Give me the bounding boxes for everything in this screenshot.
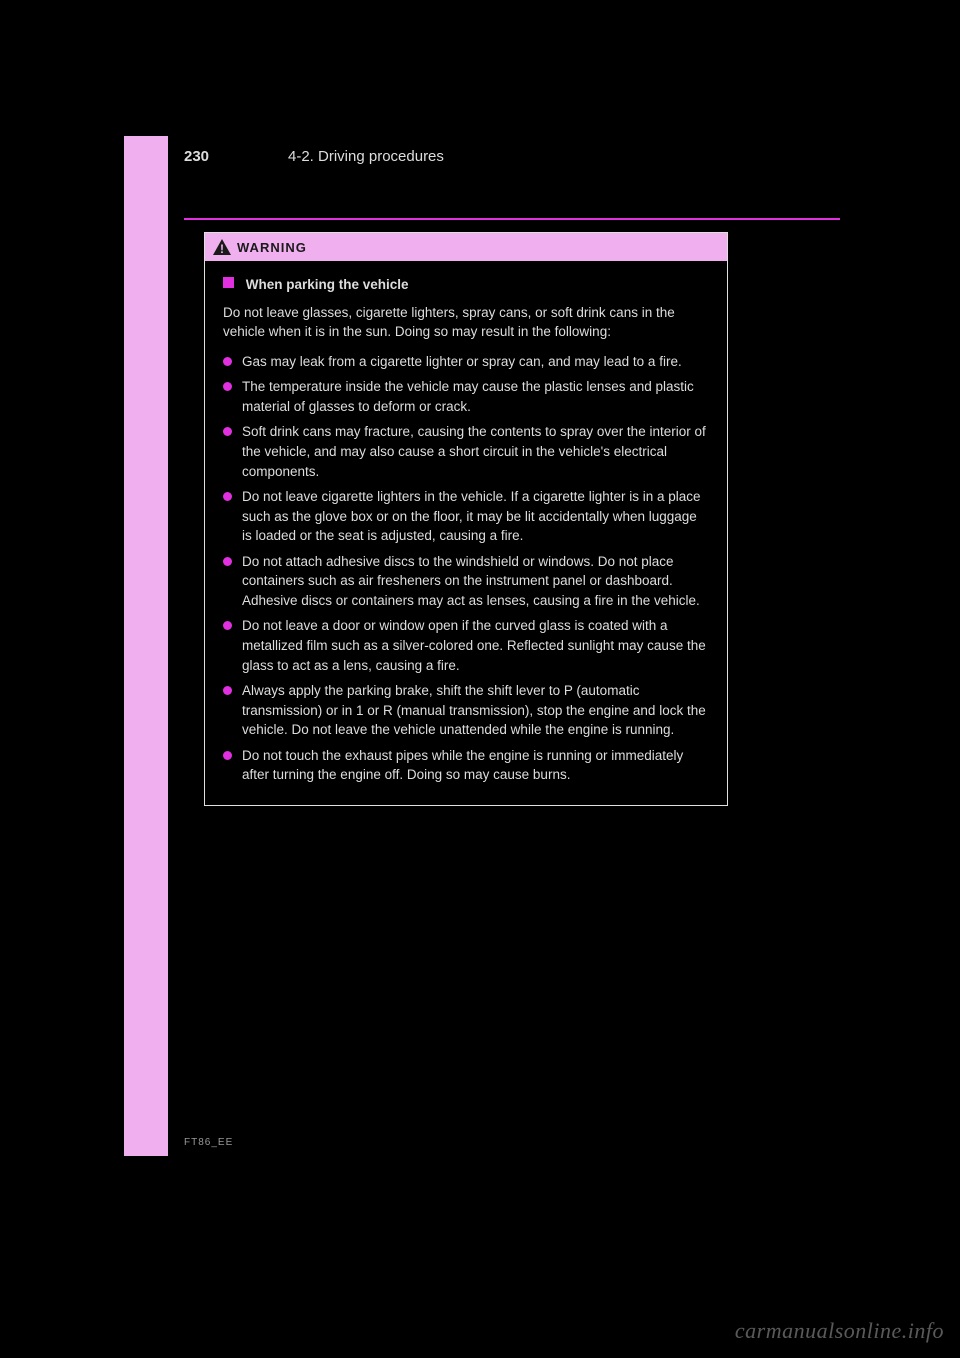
footer-code: FT86_EE <box>184 1137 233 1148</box>
bullet-item: Gas may leak from a cigarette lighter or… <box>223 352 709 372</box>
section-header: 4-2. Driving procedures <box>288 148 444 165</box>
bullet-dot-icon <box>223 427 232 436</box>
bullet-item: The temperature inside the vehicle may c… <box>223 377 709 416</box>
manual-page: 230 4-2. Driving procedures ! WARNING Wh… <box>124 136 844 1156</box>
bullet-dot-icon <box>223 751 232 760</box>
bullet-dot-icon <box>223 557 232 566</box>
watermark: carmanualsonline.info <box>735 1318 944 1344</box>
warning-box: ! WARNING When parking the vehicle Do no… <box>204 232 728 806</box>
bullet-text: Do not touch the exhaust pipes while the… <box>242 746 709 785</box>
warning-section-title-row: When parking the vehicle <box>223 275 709 295</box>
bullet-item: Do not touch the exhaust pipes while the… <box>223 746 709 785</box>
divider <box>184 218 840 220</box>
bullet-text: Gas may leak from a cigarette lighter or… <box>242 352 709 372</box>
bullet-text: Always apply the parking brake, shift th… <box>242 681 709 740</box>
warning-body: When parking the vehicle Do not leave gl… <box>205 261 727 805</box>
svg-text:!: ! <box>220 242 224 255</box>
page-number: 230 <box>184 148 209 165</box>
bullet-text: Do not leave a door or window open if th… <box>242 616 709 675</box>
bullet-item: Soft drink cans may fracture, causing th… <box>223 422 709 481</box>
bullet-text: Soft drink cans may fracture, causing th… <box>242 422 709 481</box>
warning-label: WARNING <box>237 240 307 255</box>
bullet-item: Do not attach adhesive discs to the wind… <box>223 552 709 611</box>
warning-triangle-icon: ! <box>213 239 231 255</box>
bullet-text: Do not attach adhesive discs to the wind… <box>242 552 709 611</box>
bullet-dot-icon <box>223 492 232 501</box>
bullet-item: Do not leave a door or window open if th… <box>223 616 709 675</box>
bullet-item: Do not leave cigarette lighters in the v… <box>223 487 709 546</box>
bullet-dot-icon <box>223 357 232 366</box>
warning-header: ! WARNING <box>205 233 727 261</box>
bullet-dot-icon <box>223 686 232 695</box>
bullet-text: Do not leave cigarette lighters in the v… <box>242 487 709 546</box>
bullet-dot-icon <box>223 382 232 391</box>
bullet-text: The temperature inside the vehicle may c… <box>242 377 709 416</box>
warning-intro: Do not leave glasses, cigarette lighters… <box>223 303 709 342</box>
warning-bullet-list: Gas may leak from a cigarette lighter or… <box>223 352 709 785</box>
bullet-dot-icon <box>223 621 232 630</box>
warning-section-title: When parking the vehicle <box>246 277 409 292</box>
chapter-tab <box>124 136 168 1156</box>
section-square-icon <box>223 277 234 288</box>
bullet-item: Always apply the parking brake, shift th… <box>223 681 709 740</box>
